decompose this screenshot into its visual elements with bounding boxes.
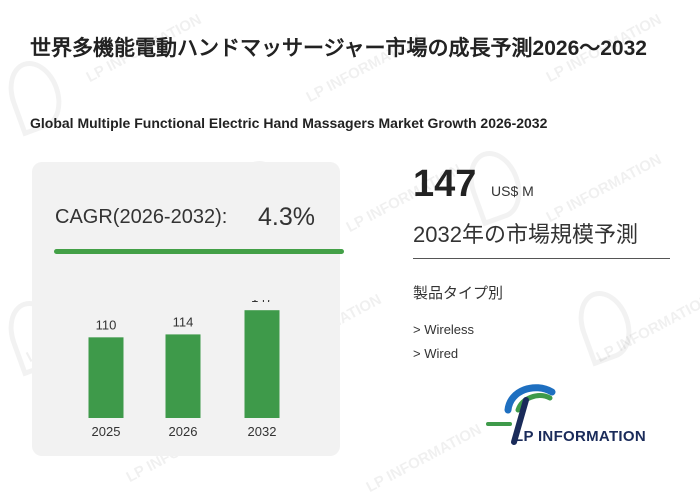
divider (413, 258, 670, 259)
x-tick-label-2032: 2032 (248, 424, 277, 439)
segment-title: 製品タイプ別 (413, 285, 504, 302)
data-label-2026: 114 (173, 314, 194, 329)
watermark-text: LP INFORMATION (363, 421, 485, 496)
bar-2032 (244, 310, 280, 418)
lp-information-logo-icon (486, 384, 556, 445)
segment-item-wireless: > Wireless (413, 322, 475, 337)
x-tick-label-2025: 2025 (92, 424, 121, 439)
bar-chart: 110 2025 114 2026 147 2032 (88, 300, 280, 439)
cagr-divider (54, 249, 344, 254)
cagr-value: 4.3% (258, 203, 315, 231)
watermark-logo (569, 283, 641, 367)
logo-text: LP INFORMATION (514, 428, 646, 445)
cagr-label: CAGR(2026-2032): (55, 206, 228, 228)
page-title-jp: 世界多機能電動ハンドマッサージャー市場の成長予測2026～2032 (30, 37, 647, 60)
forecast-value: 147 (413, 163, 477, 205)
segment-list: > Wireless > Wired (413, 322, 474, 370)
segment-item-wired: > Wired (413, 346, 459, 361)
page-title-en: Global Multiple Functional Electric Hand… (30, 115, 548, 131)
bar-2025 (88, 337, 124, 418)
forecast-unit: US$ M (491, 183, 534, 199)
data-label-2032: 147 (251, 300, 273, 305)
watermark-text: LP INFORMATION (593, 291, 700, 366)
x-tick-label-2026: 2026 (169, 424, 198, 439)
forecast-label: 2032年の市場規模予測 (413, 222, 638, 247)
watermark-text: LP INFORMATION (543, 151, 665, 226)
bar-2026 (165, 334, 201, 418)
data-label-2025: 110 (96, 317, 117, 332)
